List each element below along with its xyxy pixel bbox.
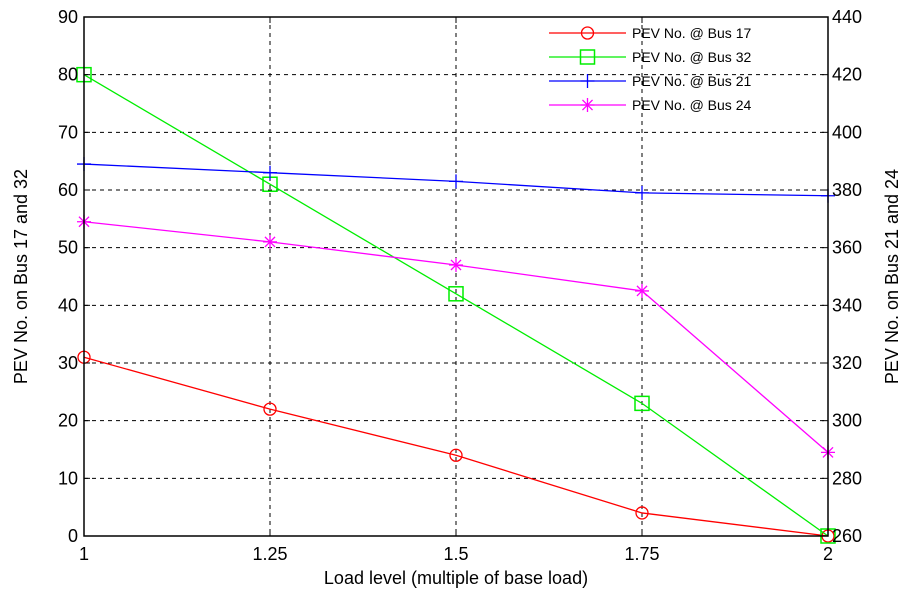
y-axis-label-right: PEV No. on Bus 21 and 24 xyxy=(882,169,902,384)
marker-stroke xyxy=(580,74,595,88)
y-tick-label-left: 30 xyxy=(58,353,78,373)
data-point xyxy=(635,506,649,520)
data-point xyxy=(263,165,277,180)
legend-item: PEV No. @ Bus 17 xyxy=(549,25,751,41)
y-tick-label-right: 440 xyxy=(832,7,862,27)
y-tick-label-right: 300 xyxy=(832,411,862,431)
y-tick-label-right: 360 xyxy=(832,238,862,258)
grid-lines xyxy=(84,17,828,536)
data-point xyxy=(579,49,596,65)
y-tick-label-left: 10 xyxy=(58,468,78,488)
x-axis-label: Load level (multiple of base load) xyxy=(324,568,588,588)
legend-label: PEV No. @ Bus 24 xyxy=(632,97,751,113)
legend-label: PEV No. @ Bus 21 xyxy=(632,73,751,89)
y-tick-label-left: 20 xyxy=(58,411,78,431)
data-point xyxy=(635,185,649,200)
data-point xyxy=(449,257,463,272)
y-tick-label-left: 80 xyxy=(58,65,78,85)
series-path xyxy=(83,74,829,537)
x-tick-label: 1.75 xyxy=(624,544,659,564)
y-tick-label-right: 420 xyxy=(832,65,862,85)
y-tick-label-left: 40 xyxy=(58,295,78,315)
marker-stroke xyxy=(635,185,649,200)
legend-label: PEV No. @ Bus 17 xyxy=(632,25,751,41)
x-tick-label: 1.25 xyxy=(252,544,287,564)
data-point xyxy=(263,234,277,249)
series-path xyxy=(83,356,829,537)
marker-stroke xyxy=(582,99,593,111)
y-tick-label-right: 340 xyxy=(832,295,862,315)
data-point xyxy=(449,174,463,189)
plot-series xyxy=(76,66,836,544)
series-line xyxy=(77,157,835,203)
axis-ticks: 1 1.25 1.5 1.75 2010203040506070809026028030… xyxy=(58,7,862,564)
y-tick-label-left: 0 xyxy=(68,526,78,546)
marker-stroke xyxy=(636,285,648,297)
data-point xyxy=(580,26,595,40)
x-tick-label: 1.5 xyxy=(443,544,468,564)
data-point xyxy=(448,286,464,302)
y-tick-label-left: 70 xyxy=(58,122,78,142)
legend-label: PEV No. @ Bus 32 xyxy=(632,49,751,65)
y-tick-label-left: 50 xyxy=(58,238,78,258)
y-tick-label-right: 380 xyxy=(832,180,862,200)
y-tick-label-right: 260 xyxy=(832,526,862,546)
legend-item: PEV No. @ Bus 32 xyxy=(549,49,751,65)
x-tick-label: 1 xyxy=(79,544,89,564)
x-tick-label: 2 xyxy=(823,544,833,564)
data-point xyxy=(580,74,595,88)
y-tick-label-right: 280 xyxy=(832,468,862,488)
y-tick-label-left: 90 xyxy=(58,7,78,27)
data-point xyxy=(635,283,649,298)
y-axis-label-left: PEV No. on Bus 17 and 32 xyxy=(11,169,31,384)
legend-item: PEV No. @ Bus 21 xyxy=(549,73,751,89)
marker-stroke xyxy=(263,165,277,180)
data-point xyxy=(449,448,463,462)
legend-item: PEV No. @ Bus 24 xyxy=(549,97,751,113)
y-tick-label-right: 320 xyxy=(832,353,862,373)
marker-stroke xyxy=(450,259,462,271)
series-line xyxy=(77,350,835,543)
y-tick-label-left: 60 xyxy=(58,180,78,200)
data-point xyxy=(634,395,650,412)
marker-stroke xyxy=(264,236,276,248)
data-point xyxy=(263,402,277,416)
marker-stroke xyxy=(449,174,463,189)
y-tick-label-right: 400 xyxy=(832,122,862,142)
legend: PEV No. @ Bus 17 PEV No. @ Bus 32 PEV No. … xyxy=(549,25,751,113)
data-point xyxy=(580,98,595,112)
series-line xyxy=(76,66,836,544)
